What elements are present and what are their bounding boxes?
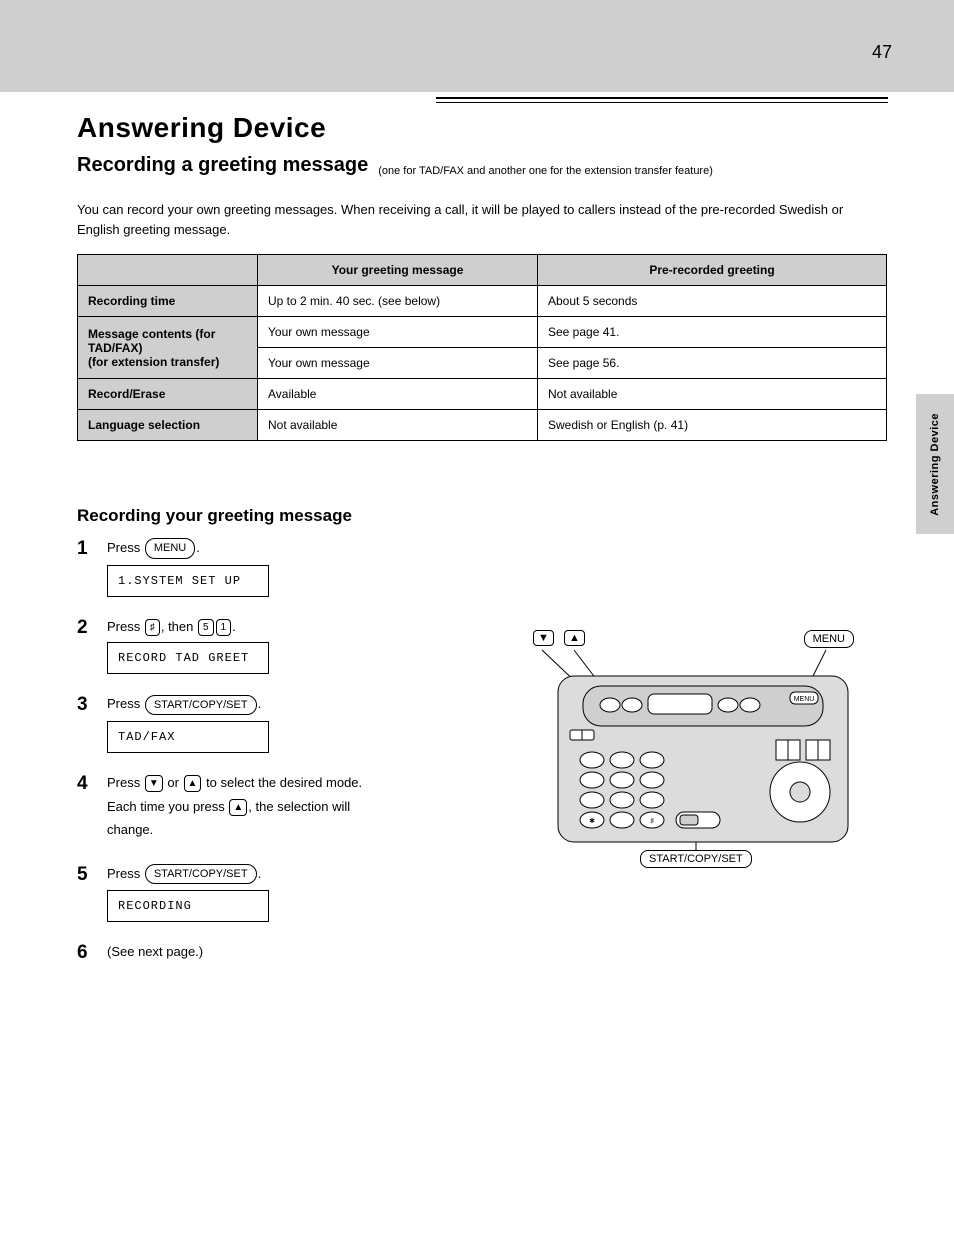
step: 6 (See next page.) xyxy=(77,942,537,966)
key-label: START/COPY/SET xyxy=(145,695,257,716)
key-label: START/COPY/SET xyxy=(145,864,257,885)
step: 3 Press START/COPY/SET. TAD/FAX xyxy=(77,694,537,753)
table-row: Record/Erase Available Not available xyxy=(78,379,887,410)
page-title: Answering Device xyxy=(77,112,887,144)
row-label: Language selection xyxy=(78,410,258,441)
page-number: 47 xyxy=(872,42,892,63)
row-label-line2: (for extension transfer) xyxy=(88,355,219,369)
th-pre-recorded: Pre-recorded greeting xyxy=(538,255,887,286)
row-label-line1: Message contents (for TAD/FAX) xyxy=(88,327,215,355)
th-your-greeting: Your greeting message xyxy=(258,255,538,286)
header-bar: 47 xyxy=(0,0,954,92)
step-number: 2 xyxy=(77,617,95,639)
step: 5 Press START/COPY/SET. RECORDING xyxy=(77,864,537,923)
row-label: Recording time xyxy=(78,286,258,317)
display-readout: 1.SYSTEM SET UP xyxy=(107,565,269,597)
step-body: Press START/COPY/SET. TAD/FAX xyxy=(107,694,537,753)
step-number: 1 xyxy=(77,538,95,560)
comparison-table: Your greeting message Pre-recorded greet… xyxy=(77,254,887,441)
step-line: Each time you press ▲, the selection wil… xyxy=(107,797,537,817)
key-label: ♯ xyxy=(145,619,160,636)
cell: About 5 seconds xyxy=(538,286,887,317)
step-line: Press ▼ or ▲ to select the desired mode. xyxy=(107,773,537,793)
title-rule xyxy=(436,97,888,103)
svg-text:✱: ✱ xyxy=(589,817,595,825)
display-readout: TAD/FAX xyxy=(107,721,269,753)
startset-label: START/COPY/SET xyxy=(640,850,752,868)
cell: See page 41. xyxy=(538,317,887,348)
section-subtitle: Recording a greeting message xyxy=(77,154,368,177)
cell: Not available xyxy=(538,379,887,410)
table-header-row: Your greeting message Pre-recorded greet… xyxy=(78,255,887,286)
up-label: ▲ xyxy=(564,630,585,646)
key-label: ▼ xyxy=(145,775,163,792)
step: 2 Press ♯, then 51. RECORD TAD GREET xyxy=(77,617,537,675)
device-illustration: MENU ✱ ♯ xyxy=(528,620,868,880)
cell: Up to 2 min. 40 sec. (see below) xyxy=(258,286,538,317)
step-body: (See next page.) xyxy=(107,942,537,966)
steps-list: 1 Press MENU. 1.SYSTEM SET UP 2 Press ♯, the… xyxy=(77,538,537,966)
step-line: Press START/COPY/SET. xyxy=(107,694,537,715)
table-row: Language selection Not available Swedish… xyxy=(78,410,887,441)
step-body: Press ♯, then 51. RECORD TAD GREET xyxy=(107,617,537,675)
step-number: 3 xyxy=(77,694,95,716)
table-row: Message contents (for TAD/FAX) (for exte… xyxy=(78,317,887,348)
row-label: Record/Erase xyxy=(78,379,258,410)
step: 4 Press ▼ or ▲ to select the desired mode… xyxy=(77,773,537,844)
control-panel-figure: ▼ ▲ MENU START/COPY/SET MENU xyxy=(528,620,868,885)
step-line: Press MENU. xyxy=(107,538,537,559)
row-label: Message contents (for TAD/FAX) (for exte… xyxy=(78,317,258,379)
step-number: 4 xyxy=(77,773,95,795)
key-label: ▲ xyxy=(229,799,247,816)
cell: Swedish or English (p. 41) xyxy=(538,410,887,441)
side-tab-label: Answering Device xyxy=(929,413,941,516)
key-label: MENU xyxy=(145,538,195,559)
cell: Not available xyxy=(258,410,538,441)
step-number: 5 xyxy=(77,864,95,886)
step: 1 Press MENU. 1.SYSTEM SET UP xyxy=(77,538,537,597)
cell: Your own message xyxy=(258,317,538,348)
step-body: Press ▼ or ▲ to select the desired mode.… xyxy=(107,773,537,844)
recording-section: Recording your greeting message 1 Press M… xyxy=(77,506,537,986)
key-label: 1 xyxy=(216,619,232,636)
menu-label: MENU xyxy=(804,630,854,648)
key-label: 5 xyxy=(198,619,214,636)
step-line: change. xyxy=(107,820,537,840)
cell: Available xyxy=(258,379,538,410)
step-body: Press MENU. 1.SYSTEM SET UP xyxy=(107,538,537,597)
cell: See page 56. xyxy=(538,348,887,379)
step-number: 6 xyxy=(77,942,95,964)
table-row: Recording time Up to 2 min. 40 sec. (see… xyxy=(78,286,887,317)
display-readout: RECORDING xyxy=(107,890,269,922)
title-area: Answering Device Recording a greeting me… xyxy=(77,112,887,177)
step-body: Press START/COPY/SET. RECORDING xyxy=(107,864,537,923)
step-line: Press START/COPY/SET. xyxy=(107,864,537,885)
svg-text:MENU: MENU xyxy=(794,696,815,703)
side-tab: Answering Device xyxy=(916,394,954,534)
svg-text:♯: ♯ xyxy=(650,818,654,825)
step-line: Press ♯, then 51. xyxy=(107,617,537,637)
cell: Your own message xyxy=(258,348,538,379)
display-readout: RECORD TAD GREET xyxy=(107,642,269,674)
down-label: ▼ xyxy=(533,630,554,646)
step-line: (See next page.) xyxy=(107,942,537,962)
section2-title: Recording your greeting message xyxy=(77,506,537,526)
th-blank xyxy=(78,255,258,286)
section-subtitle-note: (one for TAD/FAX and another one for the… xyxy=(378,165,713,177)
key-label: ▲ xyxy=(184,775,202,792)
intro-text: You can record your own greeting message… xyxy=(77,200,887,239)
